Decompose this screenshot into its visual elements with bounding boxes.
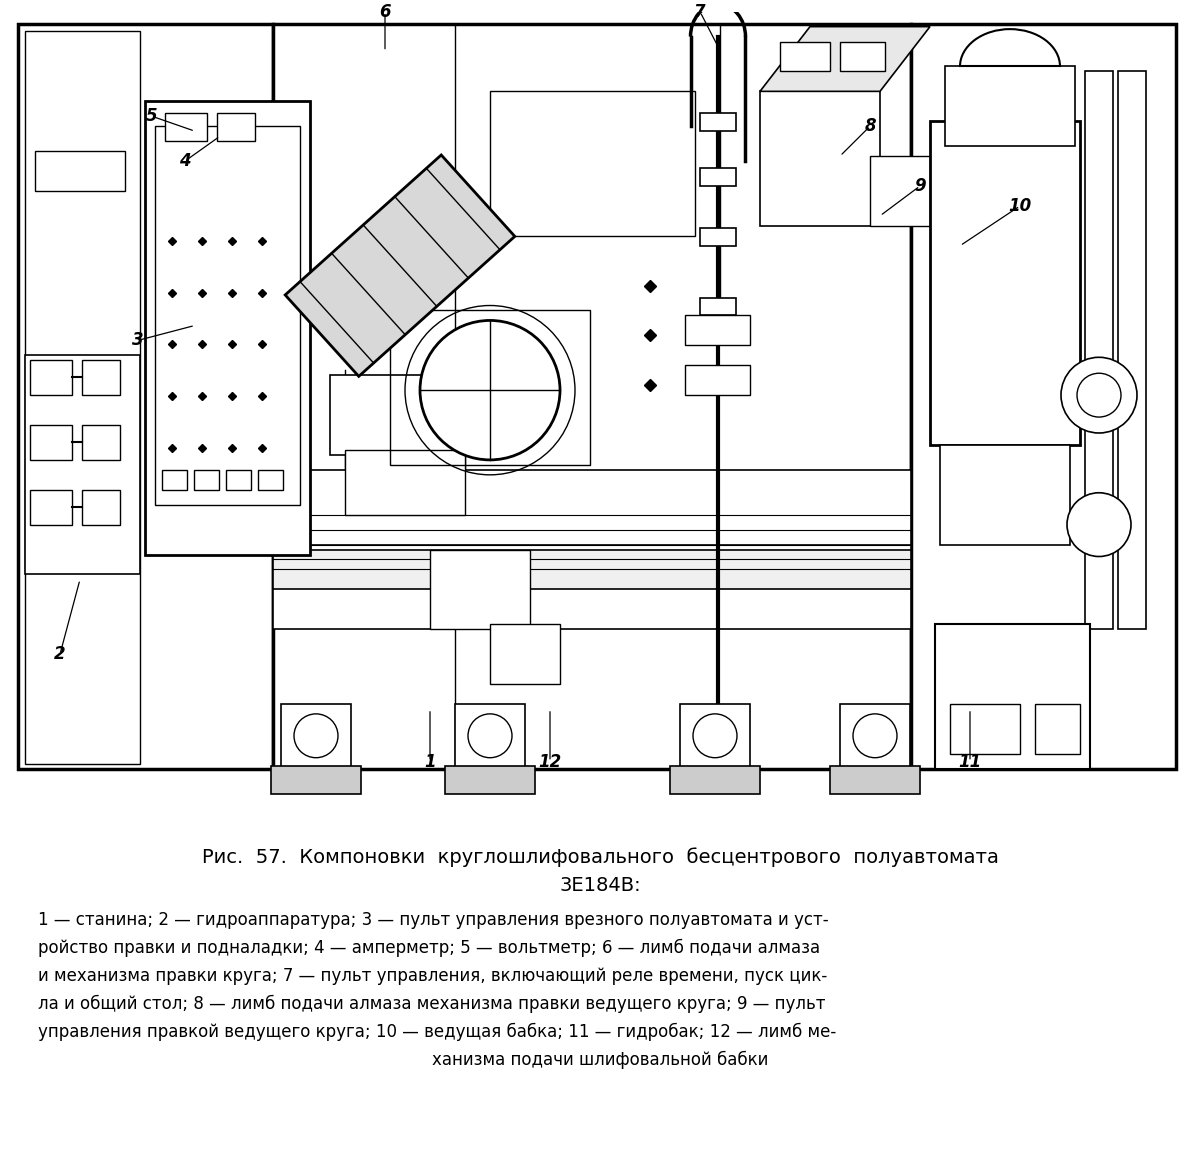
Bar [680, 704, 750, 769]
Text: 10: 10 [1008, 197, 1032, 215]
Circle shape [420, 320, 560, 460]
Bar [430, 549, 530, 630]
Bar [445, 766, 535, 793]
Text: 1 — станина; 2 — гидроаппаратура; 3 — пульт управления врезного полуавтомата и у: 1 — станина; 2 — гидроаппаратура; 3 — пу… [38, 911, 829, 929]
Bar [30, 489, 72, 524]
Text: 7: 7 [694, 2, 706, 21]
Bar [25, 30, 140, 764]
Bar [940, 445, 1070, 544]
Bar [455, 704, 526, 769]
Bar [18, 23, 274, 769]
Bar [950, 704, 1020, 753]
Bar [258, 470, 283, 489]
Bar [490, 91, 695, 236]
Bar [162, 470, 187, 489]
Bar [780, 42, 830, 71]
Text: 2: 2 [54, 645, 66, 663]
Bar [460, 331, 515, 370]
Bar [760, 91, 880, 225]
Bar [1118, 71, 1146, 630]
Text: 3: 3 [132, 332, 144, 349]
Bar [35, 151, 125, 190]
Bar [25, 355, 140, 575]
Bar [166, 113, 208, 141]
Text: ханизма подачи шлифовальной бабки: ханизма подачи шлифовальной бабки [432, 1051, 768, 1069]
Text: 9: 9 [914, 178, 926, 195]
Text: ройство правки и подналадки; 4 — амперметр; 5 — вольтметр; 6 — лимб подачи алмаз: ройство правки и подналадки; 4 — амперме… [38, 939, 820, 957]
Text: Рис.  57.  Компоновки  круглошлифовального  бесцентрового  полуавтомата: Рис. 57. Компоновки круглошлифовального … [202, 848, 998, 868]
Bar [30, 425, 72, 460]
Text: ла и общий стол; 8 — лимб подачи алмаза механизма правки ведущего круга; 9 — пул: ла и общий стол; 8 — лимб подачи алмаза … [38, 995, 826, 1013]
Circle shape [1061, 357, 1138, 433]
Bar [946, 67, 1075, 146]
Circle shape [468, 714, 512, 758]
Text: и механизма правки круга; 7 — пульт управления, включающий реле времени, пуск ци: и механизма правки круга; 7 — пульт упра… [38, 967, 827, 985]
Bar [82, 425, 120, 460]
Bar [194, 470, 220, 489]
Bar [490, 624, 560, 684]
Circle shape [1067, 493, 1132, 556]
Bar [155, 126, 300, 505]
Bar [274, 470, 911, 549]
Text: 4: 4 [179, 152, 191, 171]
Circle shape [294, 714, 338, 758]
Text: 6: 6 [379, 2, 391, 21]
Bar [1085, 71, 1114, 630]
Circle shape [694, 714, 737, 758]
Bar [82, 360, 120, 395]
Bar [840, 42, 886, 71]
Bar [670, 766, 760, 793]
Bar [271, 766, 361, 793]
Bar [330, 375, 475, 454]
Bar [281, 704, 352, 769]
Bar [1034, 704, 1080, 753]
Polygon shape [760, 27, 930, 91]
Bar [685, 315, 750, 346]
Bar [830, 766, 920, 793]
Text: 5: 5 [146, 107, 158, 125]
Polygon shape [286, 155, 515, 376]
Text: управления правкой ведущего круга; 10 — ведущая бабка; 11 — гидробак; 12 — лимб : управления правкой ведущего круга; 10 — … [38, 1023, 836, 1041]
Text: 11: 11 [959, 752, 982, 771]
Text: 1: 1 [424, 752, 436, 771]
Bar [30, 360, 72, 395]
Bar [700, 113, 736, 131]
Bar [700, 298, 736, 315]
Bar [685, 366, 750, 395]
Bar [700, 168, 736, 186]
Text: 12: 12 [539, 752, 562, 771]
Bar [935, 624, 1090, 769]
Text: 8: 8 [864, 117, 876, 135]
Bar [346, 450, 466, 515]
Bar [930, 121, 1080, 445]
Circle shape [1078, 374, 1121, 417]
Bar [82, 489, 120, 524]
Bar [145, 102, 310, 555]
Bar [911, 23, 1176, 769]
Bar [217, 113, 256, 141]
Bar [274, 544, 911, 630]
Bar [226, 470, 251, 489]
Bar [840, 704, 910, 769]
Bar [870, 157, 930, 225]
Text: 3Е184В:: 3Е184В: [559, 876, 641, 895]
Bar [274, 23, 911, 769]
Bar [700, 228, 736, 245]
Bar [274, 549, 911, 590]
Circle shape [853, 714, 898, 758]
Bar [390, 311, 590, 465]
